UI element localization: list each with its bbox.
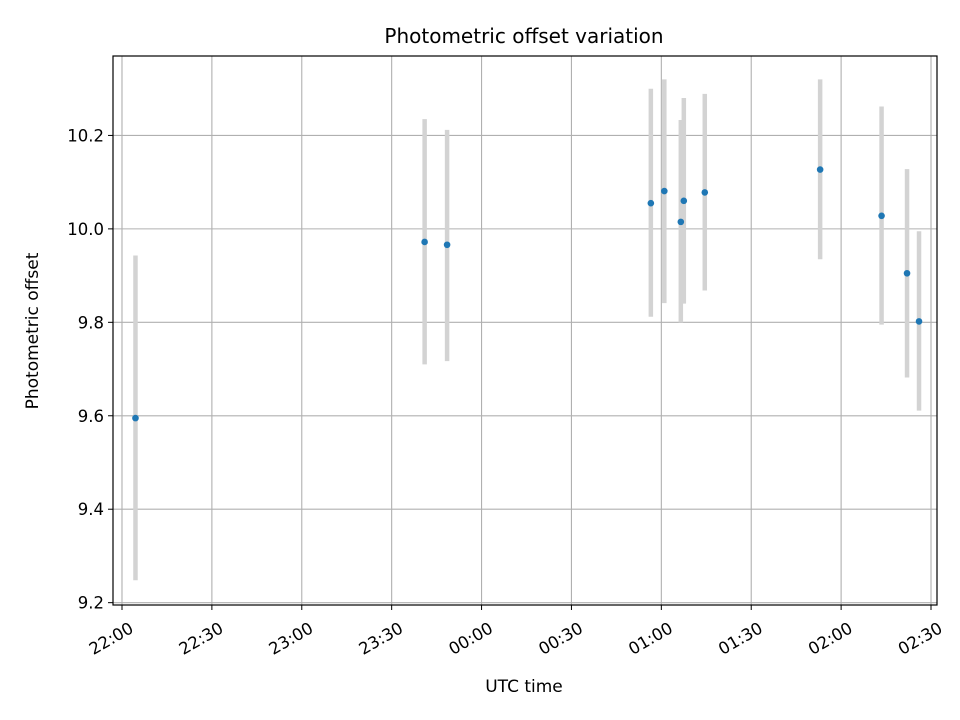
- y-tick-label: 9.6: [78, 407, 104, 426]
- plot-frame: [112, 55, 938, 606]
- data-point: [132, 414, 139, 422]
- y-tick-label: 10.2: [67, 126, 104, 145]
- chart-title: Photometric offset variation: [384, 24, 663, 48]
- y-tick-label: 9.8: [78, 313, 104, 332]
- data-point: [701, 189, 709, 196]
- data-points: [132, 166, 923, 422]
- data-point: [443, 241, 451, 249]
- data-point: [661, 187, 668, 195]
- y-tick-label: 9.4: [78, 500, 104, 519]
- data-point: [915, 318, 923, 325]
- y-axis-title: Photometric offset: [23, 252, 43, 409]
- y-tick-label: 10.0: [67, 220, 104, 239]
- data-point: [680, 197, 688, 205]
- data-point: [647, 199, 655, 207]
- y-axis: 9.2 9.4 9.6 9.8 10.0 10.2: [67, 126, 113, 613]
- data-point: [816, 166, 824, 173]
- data-point: [878, 212, 885, 220]
- x-axis-title: UTC time: [485, 677, 563, 697]
- data-point: [903, 269, 911, 277]
- data-point: [677, 218, 685, 226]
- gridlines: [113, 56, 937, 605]
- y-tick-label: 9.2: [78, 594, 104, 613]
- data-point: [421, 238, 428, 246]
